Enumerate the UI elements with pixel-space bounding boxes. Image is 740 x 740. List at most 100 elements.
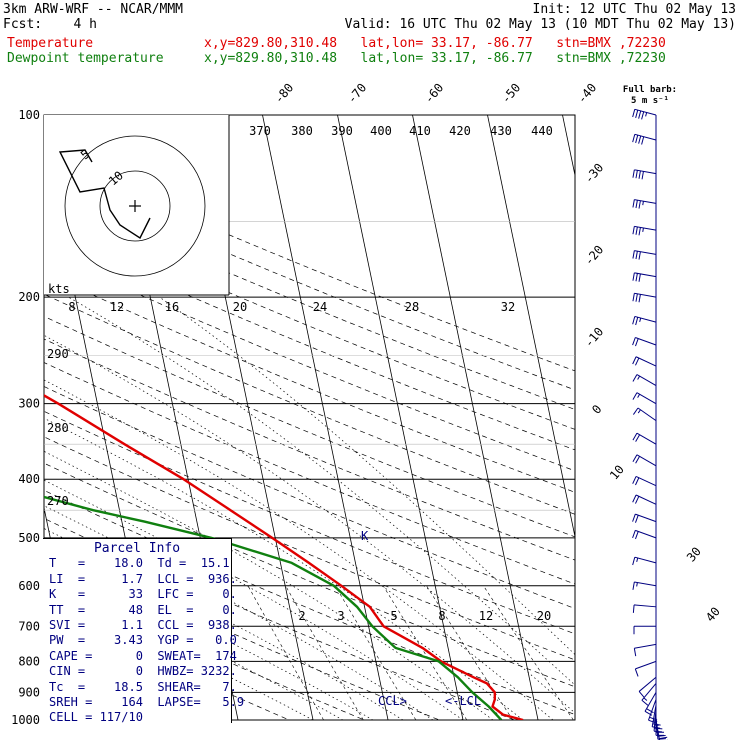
mixing-ratio-line: [247, 585, 324, 720]
mixing-ratio-label: 8: [438, 609, 445, 623]
hodograph-ring: [99, 170, 171, 242]
parcel-info-row: TT = 48 EL = 0.: [49, 602, 237, 617]
wind-barb-half-flag: [642, 201, 644, 206]
dry-adiabat-line: [44, 315, 575, 538]
wind-barb: [632, 432, 657, 445]
dewpoint-legend: Dewpoint temperature: [7, 51, 164, 66]
wind-barb-flag: [632, 337, 636, 346]
wind-barb-flag: [644, 710, 653, 716]
wind-barb-staff: [635, 337, 657, 346]
hodograph-speed-label: 8: [68, 300, 75, 314]
wind-barb-staff: [634, 272, 657, 278]
temperature-tick-label: -70: [345, 81, 370, 107]
temperature-tick-label: -50: [499, 81, 524, 107]
theta-label: 420: [449, 124, 471, 138]
wind-barb-staff: [651, 705, 657, 727]
wind-barb-flag: [632, 530, 636, 539]
theta-label: 270: [47, 494, 69, 508]
dry-adiabat-line: [44, 272, 575, 493]
dry-adiabat-line: [44, 462, 575, 688]
dry-adiabat-line: [44, 362, 575, 585]
lfc-marker: K: [361, 529, 369, 543]
wind-barb: [632, 374, 657, 386]
pressure-tick-label: 500: [18, 531, 40, 545]
temperature-location: x,y=829.80,310.48 lat,lon= 33.17, -86.77…: [204, 36, 666, 51]
wind-barb-flag: [638, 200, 641, 209]
wind-barb-staff: [634, 133, 657, 141]
wind-barb-staff: [635, 356, 657, 367]
wind-barb-flag: [652, 726, 661, 729]
wind-barb-flag: [632, 494, 637, 503]
dry-adiabat-line: [44, 338, 575, 561]
wind-barb: [632, 513, 657, 523]
wind-barb-half-flag: [642, 227, 644, 232]
wind-barb-flag: [632, 134, 636, 143]
hodograph-speed-label: 32: [501, 300, 515, 314]
wind-barb: [632, 250, 657, 260]
theta-label: 380: [291, 124, 313, 138]
wind-barb-staff: [634, 581, 657, 587]
lcl-annotation: <-LCL: [445, 694, 481, 708]
wind-barb-flag: [638, 251, 641, 260]
wind-barb-flag: [638, 273, 641, 282]
wind-barb-flag: [632, 476, 637, 484]
wind-barb-flag: [638, 227, 641, 236]
dry-adiabat-line: [44, 153, 575, 372]
wind-barb-staff: [634, 250, 657, 255]
wind-barb: [648, 699, 658, 724]
wind-barb-half-flag: [643, 697, 648, 701]
pressure-tick-label: 400: [18, 472, 40, 486]
wind-barb-half-flag: [637, 375, 641, 380]
dewpoint-profile-line: [44, 495, 503, 720]
init-time: Init: 12 UTC Thu 02 May 13: [532, 2, 737, 17]
isotherm-line: [562, 115, 575, 178]
wind-barb: [632, 392, 657, 405]
wind-barb: [634, 660, 657, 677]
wind-barb-flag: [654, 730, 663, 733]
theta-label: 440: [531, 124, 553, 138]
wind-barb-flag: [635, 514, 639, 523]
wind-barb-flag: [632, 356, 637, 365]
theta-label: 370: [249, 124, 271, 138]
wind-barb-staff: [634, 108, 657, 116]
hodograph-trace: [58, 149, 151, 240]
wind-barb-flag: [635, 338, 639, 347]
wind-barb-staff: [636, 454, 657, 467]
wind-barb-flag: [641, 699, 649, 706]
wind-barb-staff: [644, 692, 657, 712]
wind-barb-flag: [654, 727, 663, 730]
wind-barb-flag: [635, 456, 641, 464]
wind-barb: [632, 454, 657, 467]
hodograph-speed-label: 16: [165, 300, 179, 314]
isotherm-line: [0, 102, 16, 733]
wind-barb-staff: [635, 513, 657, 523]
wind-barb: [632, 292, 657, 303]
model-title: 3km ARW-WRF -- NCAR/MMM: [3, 2, 184, 17]
parcel-info-row: LI = 1.7 LCL = 936.: [49, 571, 237, 586]
theta-label: 390: [331, 124, 353, 138]
pressure-tick-label: 300: [18, 397, 40, 411]
wind-barb-flag: [635, 293, 638, 302]
wind-barb-staff: [634, 643, 657, 649]
wind-barb: [632, 315, 657, 326]
theta-label: 400: [370, 124, 392, 138]
wind-barb-flag: [632, 557, 636, 566]
parcel-info-row: T = 18.0 Td = 15.1: [49, 556, 230, 571]
wind-barb-staff: [634, 315, 657, 323]
wind-barb-flag: [649, 716, 658, 721]
wind-barb: [632, 475, 657, 487]
temperature-tick-label: 10: [607, 462, 627, 482]
parcel-info-row: CELL = 117/10: [49, 710, 143, 725]
dry-adiabat-line: [44, 210, 575, 430]
wind-barb-staff: [635, 660, 657, 670]
wind-barb-staff: [636, 392, 657, 405]
pressure-tick-label: 800: [18, 654, 40, 668]
wind-barb: [638, 676, 657, 698]
wind-barb-half-flag: [639, 317, 642, 323]
wind-barb-flag: [638, 691, 645, 698]
wind-barb-flag: [632, 199, 635, 208]
wind-barb: [632, 272, 657, 282]
wind-barb-flag: [632, 109, 636, 118]
pressure-tick-label: 1000: [11, 713, 40, 727]
temperature-tick-label: -80: [272, 81, 297, 107]
